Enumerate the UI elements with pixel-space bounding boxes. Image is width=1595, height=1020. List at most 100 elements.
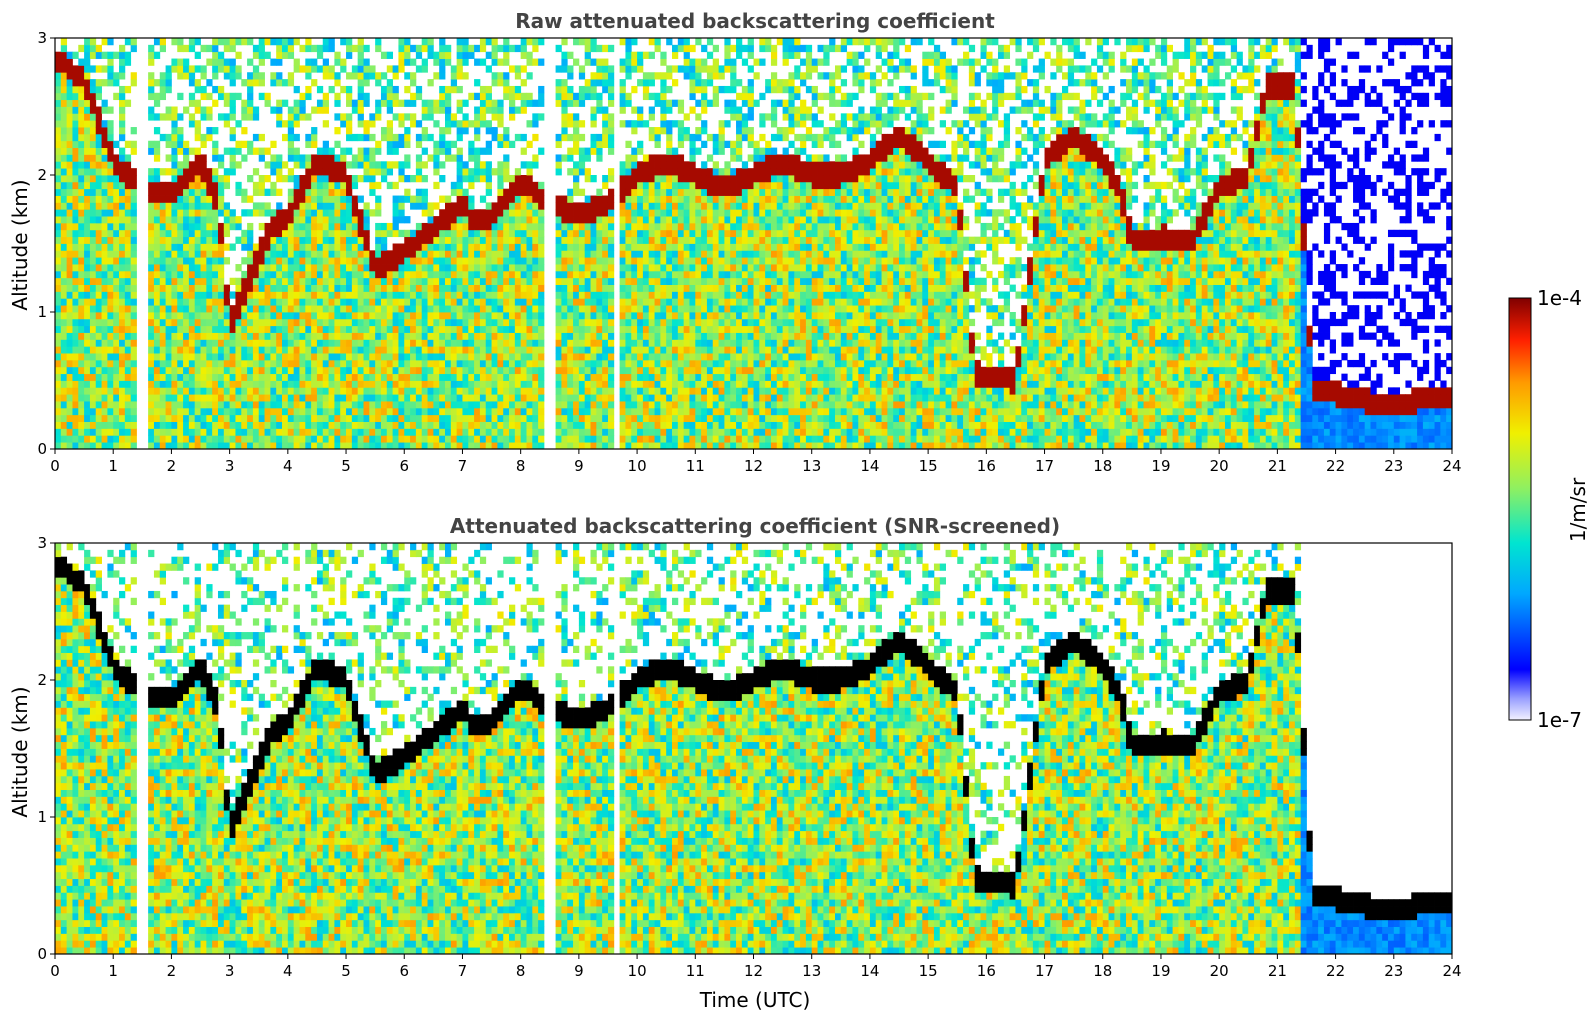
heatmap-cell (235, 285, 241, 292)
heatmap-cell (189, 285, 195, 292)
heatmap-cell (649, 381, 655, 388)
heatmap-cell (591, 319, 597, 326)
heatmap-cell (398, 216, 404, 223)
heatmap-cell (462, 175, 468, 182)
heatmap-cell (96, 79, 102, 86)
heatmap-cell (509, 360, 515, 367)
heatmap-cell (294, 408, 300, 415)
heatmap-cell (166, 113, 172, 120)
heatmap-cell (195, 374, 201, 381)
heatmap-cell (649, 291, 655, 298)
heatmap-cell (218, 374, 224, 381)
heatmap-cell (84, 408, 90, 415)
heatmap-cell (323, 148, 329, 155)
heatmap-cell (352, 278, 358, 285)
heatmap-cell (538, 298, 544, 305)
heatmap-cell (364, 72, 370, 79)
heatmap-cell (486, 401, 492, 408)
heatmap-cell (480, 100, 486, 107)
heatmap-cell (486, 319, 492, 326)
heatmap-cell (649, 237, 655, 244)
heatmap-cell (655, 38, 661, 45)
heatmap-cell (294, 346, 300, 353)
heatmap-cell (230, 134, 236, 141)
heatmap-cell (119, 237, 125, 244)
heatmap-cell (620, 381, 626, 388)
heatmap-cell (620, 291, 626, 298)
heatmap-cell (410, 312, 416, 319)
heatmap-cell (381, 127, 387, 134)
heatmap-cell (462, 428, 468, 435)
heatmap-cell (585, 291, 591, 298)
heatmap-cell (276, 326, 282, 333)
heatmap-cell (591, 360, 597, 367)
heatmap-cell (334, 374, 340, 381)
heatmap-cell (468, 237, 474, 244)
heatmap-cell (247, 298, 253, 305)
heatmap-cell (532, 59, 538, 66)
heatmap-cell (462, 230, 468, 237)
heatmap-cell (276, 353, 282, 360)
heatmap-cell (282, 161, 288, 168)
heatmap-cell (556, 428, 562, 435)
heatmap-cell (323, 244, 329, 251)
heatmap-cell (625, 278, 631, 285)
heatmap-cell (148, 202, 154, 209)
heatmap-cell (631, 65, 637, 72)
heatmap-cell (596, 353, 602, 360)
heatmap-cell (422, 202, 428, 209)
heatmap-cell (375, 257, 381, 264)
heatmap-cell (96, 401, 102, 408)
heatmap-cell (72, 244, 78, 251)
heatmap-cell (230, 65, 236, 72)
heatmap-cell (486, 148, 492, 155)
heatmap-cell (556, 278, 562, 285)
heatmap-cell (451, 346, 457, 353)
heatmap-cell (404, 346, 410, 353)
heatmap-cell (474, 394, 480, 401)
heatmap-cell (218, 175, 224, 182)
heatmap-cell (102, 134, 108, 141)
heatmap-cell (439, 65, 445, 72)
heatmap-cell (183, 401, 189, 408)
heatmap-cell (422, 100, 428, 107)
heatmap-cell (201, 312, 207, 319)
heatmap-cell (579, 415, 585, 422)
heatmap-cell (631, 285, 637, 292)
heatmap-cell (67, 230, 73, 237)
heatmap-cell (521, 353, 527, 360)
heatmap-cell (596, 422, 602, 429)
heatmap-cell (387, 107, 393, 114)
heatmap-cell (166, 250, 172, 257)
heatmap-cell (567, 339, 573, 346)
heatmap-cell (119, 360, 125, 367)
heatmap-cell (305, 387, 311, 394)
heatmap-cell (346, 45, 352, 52)
heatmap-cell (602, 401, 608, 408)
heatmap-cell (346, 319, 352, 326)
heatmap-cell (643, 86, 649, 93)
heatmap-cell (288, 257, 294, 264)
heatmap-cell (311, 182, 317, 189)
heatmap-cell (451, 79, 457, 86)
heatmap-cell (270, 182, 276, 189)
heatmap-cell (171, 175, 177, 182)
heatmap-cell (294, 271, 300, 278)
heatmap-cell (195, 435, 201, 442)
heatmap-cell (445, 107, 451, 114)
heatmap-cell (579, 312, 585, 319)
heatmap-cell (387, 387, 393, 394)
heatmap-cell (451, 189, 457, 196)
heatmap-cell (299, 107, 305, 114)
heatmap-cell (579, 86, 585, 93)
heatmap-cell (107, 161, 113, 168)
heatmap-cell (102, 223, 108, 230)
heatmap-cell (334, 257, 340, 264)
heatmap-cell (579, 305, 585, 312)
heatmap-cell (497, 278, 503, 285)
heatmap-cell (591, 298, 597, 305)
heatmap-cell (171, 353, 177, 360)
heatmap-cell (643, 72, 649, 79)
heatmap-cell (462, 401, 468, 408)
heatmap-cell (72, 381, 78, 388)
